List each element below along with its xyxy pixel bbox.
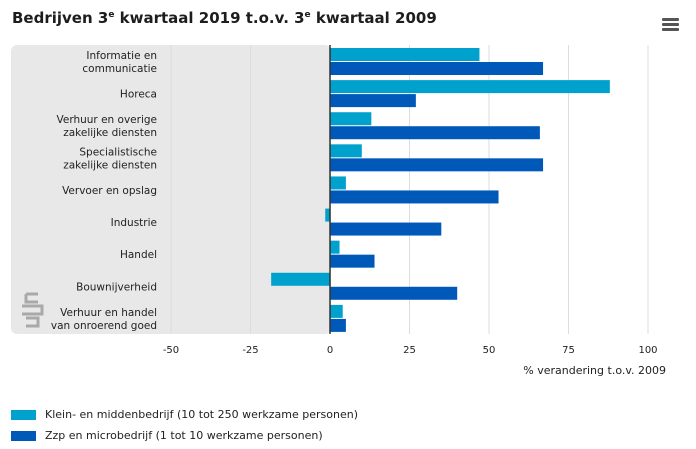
legend-label-klein: Klein- en middenbedrijf (10 tot 250 werk… — [45, 408, 358, 421]
category-label: Bouwnijverheid — [76, 281, 157, 293]
bar-zzp[interactable] — [330, 190, 499, 204]
bar-klein[interactable] — [330, 112, 372, 126]
category-label: Vervoer en opslag — [62, 185, 157, 197]
bar-zzp[interactable] — [330, 158, 544, 172]
category-label: Specialistische — [79, 146, 157, 158]
bar-klein[interactable] — [330, 48, 480, 61]
legend-item-klein[interactable]: Klein- en middenbedrijf (10 tot 250 werk… — [11, 404, 358, 425]
bar-klein[interactable] — [330, 304, 343, 318]
category-label: Industrie — [111, 217, 157, 229]
category-label: zakelijke diensten — [63, 159, 157, 171]
bar-klein[interactable] — [271, 272, 330, 286]
x-tick-label: 25 — [403, 345, 416, 356]
bar-zzp[interactable] — [330, 62, 544, 75]
bar-zzp[interactable] — [330, 318, 346, 332]
category-label: communicatie — [82, 63, 157, 75]
category-label: van onroerend goed — [51, 320, 157, 332]
bar-zzp[interactable] — [330, 286, 458, 300]
bar-klein[interactable] — [330, 240, 340, 254]
category-label: Informatie en — [86, 50, 157, 62]
bar-zzp[interactable] — [330, 254, 375, 268]
bar-klein[interactable] — [330, 176, 346, 190]
legend-item-zzp[interactable]: Zzp en microbedrijf (1 tot 10 werkzame p… — [11, 425, 358, 446]
legend: Klein- en middenbedrijf (10 tot 250 werk… — [11, 404, 358, 446]
bar-zzp[interactable] — [330, 222, 442, 236]
bar-klein[interactable] — [330, 144, 362, 158]
legend-swatch-klein — [11, 409, 36, 420]
legend-swatch-zzp — [11, 430, 36, 441]
cbs-logo-icon — [22, 292, 44, 328]
bar-zzp[interactable] — [330, 126, 540, 140]
x-tick-label: 75 — [562, 345, 575, 356]
x-tick-label: -50 — [163, 345, 179, 356]
category-label: Verhuur en handel — [60, 307, 157, 319]
x-tick-label: -25 — [242, 345, 258, 356]
bar-klein[interactable] — [325, 208, 330, 222]
x-tick-label: 50 — [483, 345, 496, 356]
category-label: Verhuur en overige — [57, 114, 158, 126]
legend-label-zzp: Zzp en microbedrijf (1 tot 10 werkzame p… — [45, 429, 323, 442]
x-tick-label: 100 — [638, 345, 657, 356]
category-label: zakelijke diensten — [63, 127, 157, 139]
x-tick-label: 0 — [327, 345, 333, 356]
bar-klein[interactable] — [330, 80, 610, 94]
hamburger-icon[interactable] — [662, 18, 679, 32]
chart-title: Bedrijven 3e kwartaal 2019 t.o.v. 3e kwa… — [12, 9, 437, 27]
x-axis-label: % verandering t.o.v. 2009 — [523, 364, 666, 377]
bar-zzp[interactable] — [330, 94, 416, 108]
category-label: Horeca — [120, 89, 157, 101]
category-label: Handel — [120, 249, 157, 261]
